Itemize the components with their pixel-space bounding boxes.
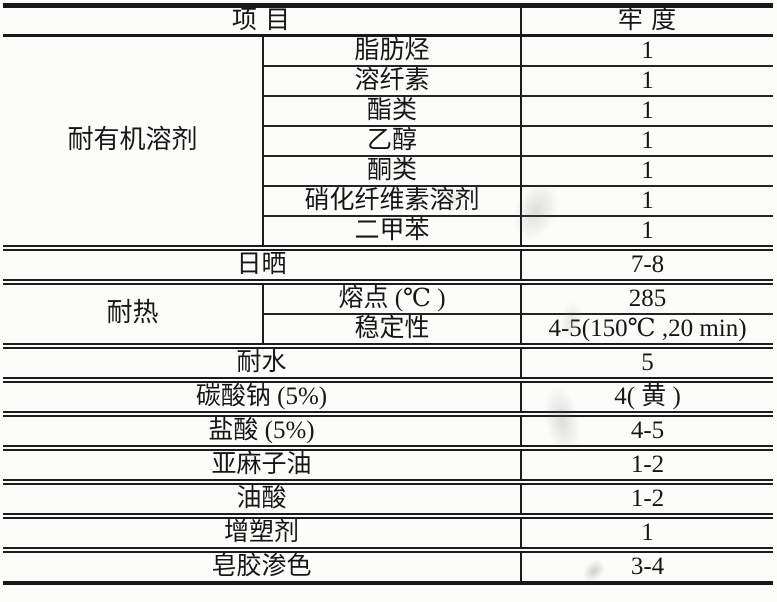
heat-item-cell: 稳定性 xyxy=(263,312,523,346)
solvent-item-cell: 溶纤素 xyxy=(263,64,523,96)
item-oleic-acid-cell: 油酸 xyxy=(3,478,523,516)
item-hydrochloric-acid-cell: 盐酸 (5%) xyxy=(3,410,523,448)
table-row: 日晒 7-8 xyxy=(3,244,774,282)
header-row: 项 目 牢 度 xyxy=(3,5,774,37)
table-row: 耐热 熔点 (℃ ) 285 xyxy=(3,278,774,346)
solvent-item-cell: 酮类 xyxy=(263,154,523,186)
table-row: 硝化纤维素溶剂 1 xyxy=(3,184,774,216)
solvent-value-cell: 1 xyxy=(521,184,774,216)
value-linseed-oil-cell: 1-2 xyxy=(521,444,774,482)
table-row: 油酸 1-2 xyxy=(3,478,774,516)
table-row: 二甲苯 1 xyxy=(3,214,774,248)
solvent-value-cell: 1 xyxy=(521,154,774,186)
value-plasticizer-cell: 1 xyxy=(521,512,774,550)
table-row: 耐水 5 xyxy=(3,342,774,380)
solvent-item-cell: 乙醇 xyxy=(263,124,523,156)
item-sodium-carbonate-cell: 碳酸钠 (5%) xyxy=(3,376,523,414)
item-sunlight-cell: 日晒 xyxy=(3,244,523,282)
table-row: 皂胶渗色 3-4 xyxy=(3,546,774,583)
item-water-cell: 耐水 xyxy=(3,342,523,380)
table-row: 稳定性 4-5(150℃ ,20 min) xyxy=(3,312,774,346)
table-row: 溶纤素 1 xyxy=(3,64,774,96)
item-linseed-oil-cell: 亚麻子油 xyxy=(3,444,523,482)
solvent-item-cell: 二甲苯 xyxy=(263,214,523,248)
solvent-item-cell: 硝化纤维素溶剂 xyxy=(263,184,523,216)
solvent-value-cell: 1 xyxy=(521,214,774,248)
solvent-item-cell: 酯类 xyxy=(263,94,523,126)
solvent-item-cell: 脂肪烃 xyxy=(263,35,523,66)
sunlight-value-cell: 7-8 xyxy=(521,244,774,282)
table-row: 酮类 1 xyxy=(3,154,774,186)
item-plasticizer-cell: 增塑剂 xyxy=(3,512,523,550)
solvent-value-cell: 1 xyxy=(641,36,654,64)
table-row: 乙醇 1 xyxy=(3,124,774,156)
value-hydrochloric-acid-cell: 4-5 xyxy=(521,410,774,448)
table-row: 盐酸 (5%) 4-5 xyxy=(3,410,774,448)
value-sodium-carbonate-cell: 4( 黄 ) xyxy=(521,376,774,414)
category-organic-solvent-cell: 耐有机溶剂 xyxy=(3,35,264,248)
table-row: 碳酸钠 (5%) 4( 黄 ) xyxy=(3,376,774,414)
value-water-cell: 5 xyxy=(521,342,774,380)
value-oleic-acid-cell: 1-2 xyxy=(521,478,774,516)
table-row: 亚麻子油 1-2 xyxy=(3,444,774,482)
category-heat-cell: 耐热 xyxy=(3,278,264,346)
heat-value-cell: 285 xyxy=(521,278,774,314)
fastness-table: 项 目 牢 度 耐有机溶剂 脂肪烃 1 溶纤素 1 酯类 1 乙醇 1 酮类 1… xyxy=(3,3,774,585)
table-row: 酯类 1 xyxy=(3,94,774,126)
header-item-cell: 项 目 xyxy=(3,5,523,37)
solvent-value-cell: 1 xyxy=(521,124,774,156)
solvent-value-cell: 1 xyxy=(521,94,774,126)
solvent-value-cell: 1 xyxy=(521,64,774,96)
heat-item-cell: 熔点 (℃ ) xyxy=(263,278,523,314)
value-soap-bleeding-cell: 3-4 xyxy=(521,546,774,583)
item-soap-bleeding-cell: 皂胶渗色 xyxy=(3,546,523,583)
heat-value-cell: 4-5(150℃ ,20 min) xyxy=(521,312,774,346)
header-fastness-cell: 牢 度 xyxy=(521,5,774,37)
table-row: 耐有机溶剂 脂肪烃 1 xyxy=(3,35,773,248)
table-row: 增塑剂 1 xyxy=(3,512,774,550)
